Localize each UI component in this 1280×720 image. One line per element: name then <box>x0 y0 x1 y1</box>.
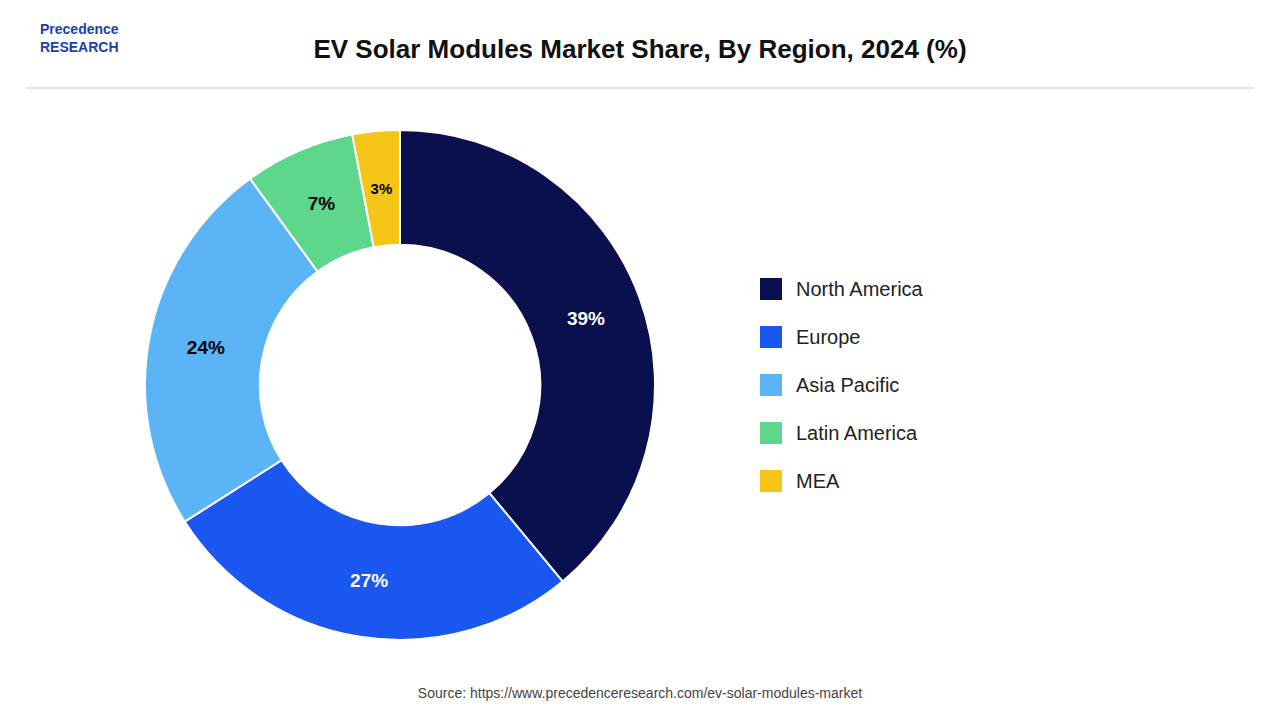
donut-slice <box>400 130 655 581</box>
legend-swatch <box>760 278 782 300</box>
data-label: 27% <box>350 570 388 591</box>
data-labels: 39% 27% 24% 7% 3% <box>187 180 605 591</box>
legend: North America Europe Asia Pacific Latin Ame… <box>760 278 924 492</box>
legend-label: Latin America <box>796 422 918 444</box>
data-label: 39% <box>567 308 605 329</box>
chart-svg: EV Solar Modules Market Share, By Region… <box>0 0 1280 720</box>
legend-swatch <box>760 422 782 444</box>
data-label: 3% <box>371 180 393 197</box>
legend-swatch <box>760 374 782 396</box>
legend-swatch <box>760 470 782 492</box>
data-label: 7% <box>308 193 336 214</box>
chart-container: EV Solar Modules Market Share, By Region… <box>0 0 1280 720</box>
donut-slice <box>185 460 563 640</box>
background <box>0 0 1280 720</box>
logo-text: PrecedenceRESEARCH <box>40 21 119 55</box>
donut-slice <box>352 130 400 247</box>
legend-label: North America <box>796 278 924 300</box>
title-rule <box>26 87 1254 88</box>
legend-label: Europe <box>796 326 861 348</box>
data-label: 24% <box>187 337 225 358</box>
slices <box>145 130 655 640</box>
legend-label: Asia Pacific <box>796 374 899 396</box>
legend-swatch <box>760 326 782 348</box>
legend-label: MEA <box>796 470 840 492</box>
source-note: Source: https://www.precedenceresearch.c… <box>418 685 862 701</box>
title: EV Solar Modules Market Share, By Region… <box>313 34 966 64</box>
